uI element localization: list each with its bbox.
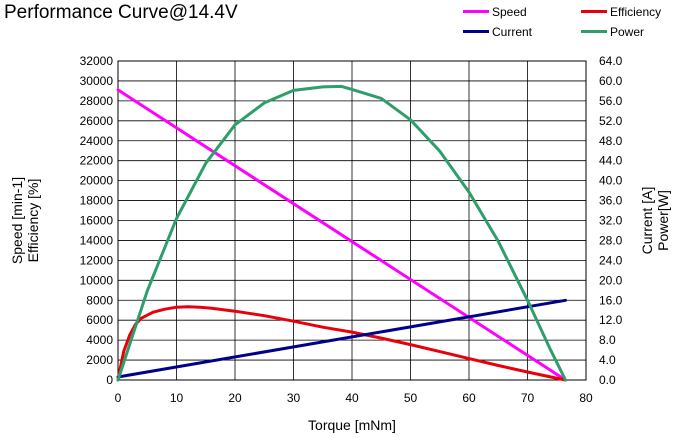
x-tick-label: 20 <box>228 391 242 405</box>
legend-label: Speed <box>492 5 527 19</box>
y-left-tick-label: 18000 <box>80 194 114 208</box>
y-right-tick-label: 16.0 <box>599 293 623 307</box>
legend-item-current: Current <box>463 25 532 39</box>
legend-label: Current <box>492 25 533 39</box>
y-left-tick-label: 22000 <box>80 154 114 168</box>
series-current-line <box>116 298 567 379</box>
legend-item-efficiency: Efficiency <box>581 5 661 19</box>
legend-swatch <box>581 30 607 34</box>
y-right-tick-label: 4.0 <box>599 353 616 367</box>
y-left-tick-label: 24000 <box>80 134 114 148</box>
x-tick-label: 80 <box>579 391 593 405</box>
y-right-tick-label: 60.0 <box>599 74 623 88</box>
chart-title: Performance Curve@14.4V <box>4 2 238 23</box>
y-left-tick-label: 6000 <box>86 313 113 327</box>
y-right-axis-title: Current [A] <box>639 187 655 255</box>
legend-label: Power <box>610 25 645 39</box>
x-tick-label: 0 <box>115 391 122 405</box>
y-left-tick-label: 12000 <box>80 253 114 267</box>
y-right-tick-label: 28.0 <box>599 233 623 247</box>
y-right-tick-label: 56.0 <box>599 94 623 108</box>
y-left-tick-label: 4000 <box>86 333 113 347</box>
x-tick-label: 10 <box>170 391 184 405</box>
x-tick-label: 40 <box>345 391 359 405</box>
x-tick-label: 70 <box>521 391 535 405</box>
legend-swatch <box>463 30 489 34</box>
y-left-tick-label: 8000 <box>86 293 113 307</box>
series-power-line <box>116 84 567 382</box>
y-left-tick-label: 30000 <box>80 74 114 88</box>
y-left-axis-title: Speed [min-1] <box>9 177 25 264</box>
y-right-tick-label: 32.0 <box>599 214 623 228</box>
y-right-tick-label: 36.0 <box>599 194 623 208</box>
legend-swatch <box>581 10 607 14</box>
y-left-tick-label: 26000 <box>80 114 114 128</box>
y-right-tick-label: 0.0 <box>599 373 616 387</box>
y-right-tick-label: 24.0 <box>599 253 623 267</box>
y-right-tick-label: 64.0 <box>599 54 623 68</box>
y-right-tick-label: 52.0 <box>599 114 623 128</box>
series-efficiency-line <box>116 305 567 382</box>
y-left-axis-title: Efficiency [%] <box>25 179 41 263</box>
legend-label: Efficiency <box>610 5 662 19</box>
y-left-tick-label: 0 <box>106 373 113 387</box>
y-left-tick-label: 28000 <box>80 94 114 108</box>
x-tick-label: 60 <box>462 391 476 405</box>
x-axis-title: Torque [mNm] <box>308 417 396 433</box>
y-right-tick-label: 8.0 <box>599 333 616 347</box>
y-left-tick-label: 10000 <box>80 273 114 287</box>
y-left-tick-label: 2000 <box>86 353 113 367</box>
y-left-tick-label: 32000 <box>80 54 114 68</box>
y-left-tick-label: 20000 <box>80 174 114 188</box>
y-left-tick-label: 14000 <box>80 233 114 247</box>
y-left-tick-label: 16000 <box>80 214 114 228</box>
x-tick-label: 30 <box>287 391 301 405</box>
legend-item-power: Power <box>581 25 644 39</box>
x-tick-label: 50 <box>404 391 418 405</box>
legend-swatch <box>463 10 489 14</box>
y-right-tick-label: 40.0 <box>599 174 623 188</box>
y-right-tick-label: 44.0 <box>599 154 623 168</box>
plot-frame <box>117 60 587 381</box>
series-speed-line <box>116 88 567 382</box>
legend-item-speed: Speed <box>463 5 527 19</box>
y-right-tick-label: 20.0 <box>599 273 623 287</box>
y-right-axis-title: Power[W] <box>655 190 671 251</box>
y-right-tick-label: 48.0 <box>599 134 623 148</box>
y-right-tick-label: 12.0 <box>599 313 623 327</box>
